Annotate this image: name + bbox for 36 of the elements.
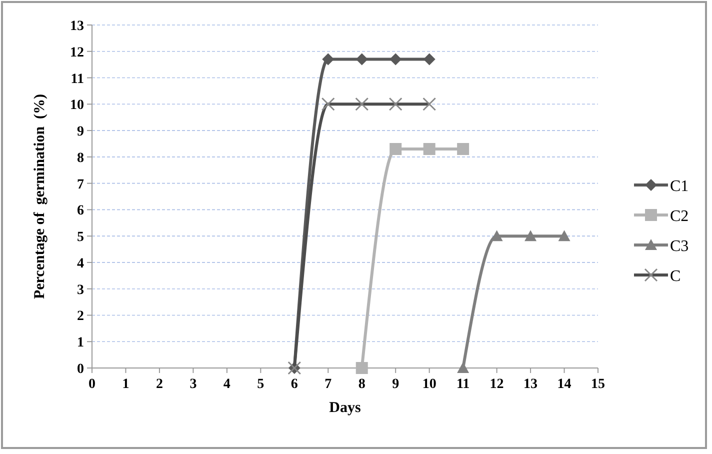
y-tick-label: 6 [77, 204, 84, 219]
x-tick-label: 0 [88, 377, 96, 392]
x-tick-label: 10 [422, 377, 436, 392]
x-tick-label: 3 [190, 377, 197, 392]
x-axis-title: Days [329, 400, 361, 416]
y-tick-label: 13 [70, 19, 84, 34]
x-tick-label: 7 [324, 377, 332, 392]
legend-label: C2 [670, 208, 689, 225]
x-tick-label: 9 [392, 377, 400, 392]
legend-label: C [670, 268, 681, 285]
y-tick-label: 9 [77, 124, 84, 140]
y-tick-label: 7 [77, 177, 84, 192]
y-axis-title: Percentage of germination (%) [32, 94, 48, 300]
x-tick-label: 5 [257, 377, 264, 392]
y-tick-label: 2 [77, 309, 84, 324]
x-tick-label: 15 [591, 377, 605, 392]
y-tick-label: 3 [77, 282, 84, 298]
x-tick-label: 4 [223, 377, 230, 392]
legend-label: C3 [670, 238, 689, 255]
y-tick-label: 10 [70, 98, 84, 114]
x-tick-label: 13 [524, 377, 538, 392]
x-tick-label: 14 [557, 377, 572, 392]
y-tick-label: 11 [70, 72, 84, 87]
y-tick-label: 12 [70, 45, 84, 60]
y-tick-label: 8 [77, 150, 84, 166]
y-tick-label: 1 [77, 336, 84, 351]
x-tick-label: 6 [290, 377, 298, 392]
legend-label: C1 [670, 178, 689, 195]
x-tick-label: 11 [456, 377, 470, 392]
x-tick-label: 12 [490, 377, 504, 392]
x-tick-label: 8 [358, 377, 366, 392]
y-tick-label: 4 [77, 256, 84, 272]
y-tick-label: 0 [77, 362, 84, 377]
y-tick-label: 5 [77, 230, 84, 246]
x-tick-label: 1 [122, 377, 130, 392]
x-tick-label: 2 [156, 377, 163, 392]
